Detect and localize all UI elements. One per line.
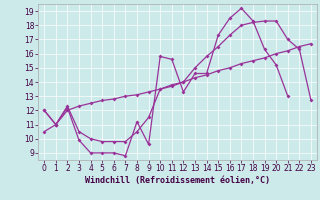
X-axis label: Windchill (Refroidissement éolien,°C): Windchill (Refroidissement éolien,°C): [85, 176, 270, 185]
